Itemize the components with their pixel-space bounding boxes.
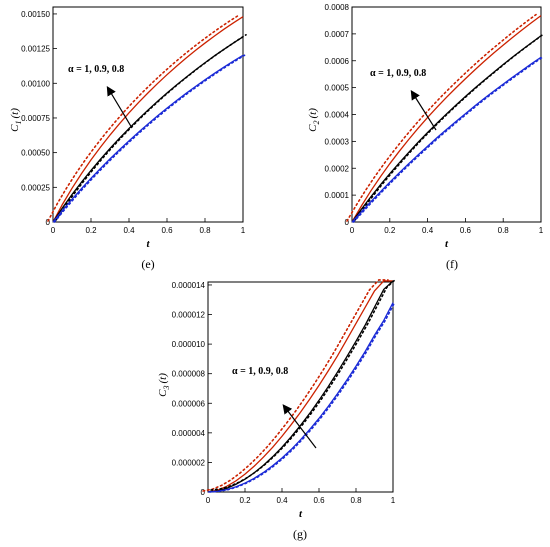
- y-tick-label: 0.00100: [21, 79, 50, 88]
- x-axis-label: t: [445, 238, 449, 250]
- series-line-1: [351, 15, 542, 223]
- y-axis-label: C3 (t): [157, 373, 171, 397]
- y-tick-label: 0.000006: [172, 399, 206, 408]
- x-tick-label: 0.6: [460, 226, 472, 235]
- series-line-2: [346, 13, 537, 222]
- y-axis-label-subscript: 1: [14, 121, 23, 125]
- chart-panel-1: 0 0.2 0.4 0.6 0.8 1 0 0.00025 0.00050 0.00075 0.00…: [9, 6, 247, 271]
- series-line-2: [202, 279, 389, 492]
- y-tick-label: 0.000014: [172, 281, 206, 290]
- y-tick-label: 0.0007: [325, 30, 350, 39]
- series-line-6: [352, 56, 544, 223]
- series-line-1: [207, 280, 393, 493]
- alpha-annotation: α = 1, 0.9, 0.8: [232, 366, 288, 377]
- series-line-6: [53, 54, 246, 223]
- annotation-arrow: [106, 85, 133, 129]
- alpha-annotation: α = 1, 0.9, 0.8: [68, 64, 124, 75]
- y-tick-label: 0.00125: [21, 45, 50, 54]
- x-tick-label: 0.8: [199, 226, 211, 235]
- x-tick-label: 0.4: [422, 226, 434, 235]
- series-line-1: [52, 16, 244, 223]
- plot-frame: [207, 281, 394, 493]
- y-tick-label: 0.00150: [21, 10, 50, 19]
- x-tick-label: 1: [539, 226, 544, 235]
- y-tick-label: 0.0002: [325, 164, 350, 173]
- x-tick-label: 0.2: [239, 496, 251, 505]
- x-tick-label: 0: [350, 226, 355, 235]
- x-tick-label: 0: [206, 496, 211, 505]
- x-tick-label: 0.4: [123, 226, 135, 235]
- x-axis-label: t: [299, 508, 303, 520]
- y-tick-label: 0.0005: [325, 84, 350, 93]
- series-line-3: [207, 280, 394, 493]
- y-axis-label: C1 (t): [9, 108, 23, 132]
- series-line-3: [351, 35, 542, 223]
- y-axis-label-argument: (t): [157, 373, 169, 384]
- y-axis-label-main: C: [307, 124, 319, 132]
- y-tick-label: 0.0003: [325, 137, 350, 146]
- panel-label: (f): [446, 257, 458, 271]
- x-tick-label: 0.6: [161, 226, 173, 235]
- y-tick-label: 0: [345, 218, 350, 227]
- x-tick-label: 0.2: [85, 226, 97, 235]
- panel-label: (g): [293, 527, 307, 541]
- series-line-5: [207, 302, 394, 493]
- y-axis-label: C2 (t): [307, 108, 321, 132]
- y-tick-label: 0: [46, 218, 51, 227]
- y-axis-label-argument: (t): [9, 108, 21, 119]
- y-tick-label: 0.00075: [21, 114, 50, 123]
- y-axis-label-subscript: 2: [312, 121, 321, 125]
- series-line-5: [52, 54, 244, 223]
- x-axis-label: t: [146, 238, 150, 250]
- x-tick-label: 0.8: [498, 226, 510, 235]
- chart-panel-2: 0 0.2 0.4 0.6 0.8 1 0 0.0001 0.0002 0.0003 0.0004 0…: [307, 3, 545, 271]
- y-tick-label: 0.000010: [172, 340, 206, 349]
- y-tick-label: 0: [201, 488, 206, 497]
- x-tick-label: 0: [51, 226, 56, 235]
- y-tick-label: 0.0006: [325, 57, 350, 66]
- chart-panel-3: 0 0.2 0.4 0.6 0.8 1 0 0.000002 0.000004 0.000006 0…: [157, 278, 397, 541]
- y-tick-label: 0.000004: [172, 429, 206, 438]
- x-tick-label: 0.8: [350, 496, 362, 505]
- series-line-4: [55, 34, 247, 221]
- annotation-arrow: [410, 89, 437, 131]
- y-tick-label: 0.0008: [325, 3, 350, 12]
- x-tick-label: 1: [391, 496, 396, 505]
- x-tick-label: 0.2: [384, 226, 396, 235]
- y-axis-label-subscript: 3: [162, 386, 171, 391]
- plot-frame: [52, 6, 244, 223]
- y-axis-label-main: C: [157, 389, 169, 397]
- y-axis-label-main: C: [9, 124, 21, 132]
- y-tick-label: 0.00025: [21, 183, 50, 192]
- y-axis-label-argument: (t): [307, 108, 319, 119]
- series-line-6: [208, 301, 396, 493]
- series-line-2: [47, 14, 239, 222]
- y-tick-label: 0.000012: [172, 311, 206, 320]
- y-tick-label: 0.00050: [21, 149, 50, 158]
- y-tick-label: 0.0004: [325, 111, 350, 120]
- y-tick-label: 0.0001: [325, 191, 350, 200]
- series-line-5: [351, 56, 542, 223]
- alpha-annotation: α = 1, 0.9, 0.8: [370, 68, 426, 79]
- annotation-arrow: [282, 404, 317, 449]
- series-line-4: [354, 32, 545, 221]
- x-tick-label: 1: [241, 226, 246, 235]
- y-tick-label: 0.000002: [172, 458, 206, 467]
- y-tick-label: 0.000008: [172, 370, 206, 379]
- panel-label: (e): [141, 257, 154, 271]
- series-line-4: [210, 278, 397, 491]
- x-tick-label: 0.4: [276, 496, 288, 505]
- x-tick-label: 0.6: [313, 496, 325, 505]
